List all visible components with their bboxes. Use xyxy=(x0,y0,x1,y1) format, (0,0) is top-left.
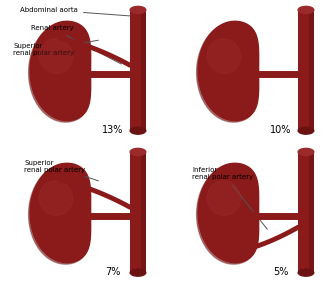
Polygon shape xyxy=(197,165,257,264)
Text: 5%: 5% xyxy=(273,267,288,277)
Text: 10%: 10% xyxy=(270,125,291,135)
Text: Superior
renal polar artery: Superior renal polar artery xyxy=(13,40,98,56)
FancyBboxPatch shape xyxy=(130,152,146,273)
Text: Superior
renal polar artery: Superior renal polar artery xyxy=(24,160,98,181)
Text: Inferior
renal polar artery: Inferior renal polar artery xyxy=(192,167,267,229)
Text: 7%: 7% xyxy=(105,267,120,277)
Ellipse shape xyxy=(298,6,314,13)
Ellipse shape xyxy=(130,127,146,134)
Ellipse shape xyxy=(130,269,146,276)
FancyBboxPatch shape xyxy=(130,10,146,131)
Ellipse shape xyxy=(298,127,314,134)
FancyBboxPatch shape xyxy=(141,152,146,273)
Ellipse shape xyxy=(298,269,314,276)
Polygon shape xyxy=(198,21,259,121)
Polygon shape xyxy=(30,21,91,121)
FancyBboxPatch shape xyxy=(298,152,314,273)
Polygon shape xyxy=(30,163,91,263)
Polygon shape xyxy=(197,23,257,122)
Polygon shape xyxy=(29,165,89,264)
Ellipse shape xyxy=(298,148,314,156)
Ellipse shape xyxy=(130,6,146,13)
Ellipse shape xyxy=(207,39,241,73)
Text: 13%: 13% xyxy=(102,125,123,135)
Polygon shape xyxy=(29,23,89,122)
FancyBboxPatch shape xyxy=(141,10,146,131)
Text: Renal artery: Renal artery xyxy=(32,25,121,64)
FancyBboxPatch shape xyxy=(309,152,314,273)
Text: Abdominal aorta: Abdominal aorta xyxy=(20,7,142,17)
Ellipse shape xyxy=(39,39,73,73)
Ellipse shape xyxy=(207,181,241,215)
FancyBboxPatch shape xyxy=(309,10,314,131)
Polygon shape xyxy=(198,163,259,263)
Ellipse shape xyxy=(39,181,73,215)
FancyBboxPatch shape xyxy=(298,10,314,131)
Ellipse shape xyxy=(130,148,146,156)
